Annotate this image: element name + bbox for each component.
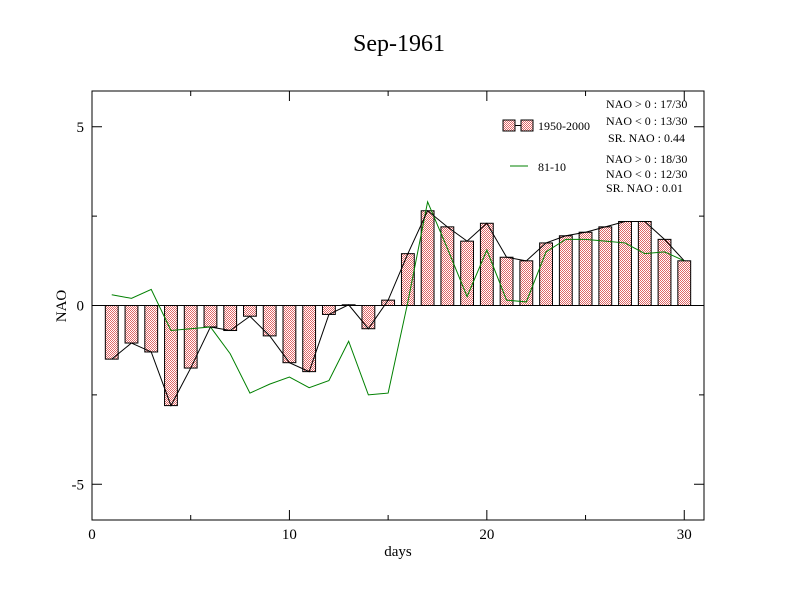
stat-1950-2000-sr: SR. NAO : 0.44	[608, 131, 685, 145]
chart-title: Sep-1961	[353, 31, 445, 57]
legend-label-81-10: 81-10	[538, 160, 566, 174]
bar-day-14	[361, 305, 376, 330]
bar-day-20	[479, 222, 494, 306]
x-tick-label: 0	[88, 527, 96, 543]
legend-label-1950-2000: 1950-2000	[538, 119, 590, 133]
bar-day-12	[321, 305, 336, 315]
bar-day-22	[519, 260, 534, 306]
legend-swatch-1950-2000-right	[520, 119, 534, 132]
y-tick-label: 0	[77, 299, 85, 315]
bar-day-28	[637, 220, 652, 306]
stat-81-10-negative: NAO < 0 : 12/30	[606, 167, 687, 181]
y-tick-label: -5	[72, 477, 85, 493]
bar-day-10	[282, 305, 297, 364]
x-tick-label: 10	[282, 527, 297, 543]
y-axis-label: NAO	[54, 290, 70, 323]
stat-1950-2000-negative: NAO < 0 : 13/30	[606, 114, 687, 128]
bar-day-3	[144, 305, 159, 353]
bar-day-21	[499, 256, 514, 306]
x-tick-label: 20	[479, 527, 494, 543]
bar-day-8	[243, 305, 257, 317]
stats-block: NAO > 0 : 17/30 NAO < 0 : 13/30 SR. NAO …	[606, 97, 687, 195]
line-1950-2000	[111, 209, 685, 407]
bar-day-27	[618, 220, 632, 306]
legend: 1950-2000 81-10	[502, 119, 590, 174]
stat-81-10-sr: SR. NAO : 0.01	[606, 181, 683, 195]
stat-1950-2000-positive: NAO > 0 : 17/30	[606, 97, 687, 111]
bar-day-1	[104, 305, 119, 360]
bar-day-6	[203, 305, 218, 328]
bar-day-25	[578, 231, 593, 306]
bar-day-30	[677, 260, 692, 306]
bar-day-29	[657, 238, 672, 306]
bars-series-1950-2000	[104, 210, 692, 407]
stat-81-10-positive: NAO > 0 : 18/30	[606, 152, 687, 166]
line-series	[111, 200, 685, 407]
bar-day-11	[302, 305, 317, 373]
line-81-10	[111, 200, 685, 396]
bar-day-2	[124, 305, 139, 344]
x-tick-label: 30	[677, 527, 692, 543]
bar-day-24	[558, 235, 573, 307]
x-axis-label: days	[384, 544, 412, 560]
bar-day-26	[598, 226, 613, 307]
y-tick-label: 5	[77, 120, 85, 136]
axis-ticks: 0 10 20 30 -5 0 5	[72, 91, 704, 543]
legend-swatch-1950-2000-left	[502, 119, 516, 132]
